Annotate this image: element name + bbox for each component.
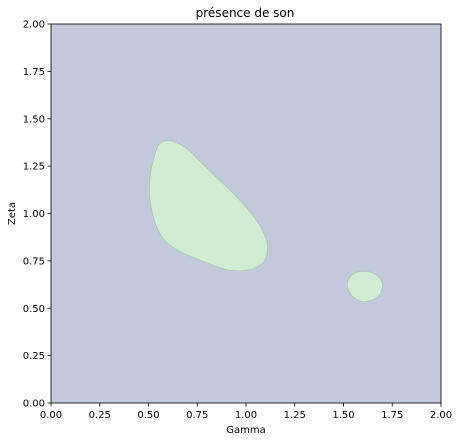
y-tick-label: 1.75	[23, 67, 45, 78]
x-tick-label: 1.25	[284, 410, 306, 421]
x-tick-label: 0.25	[89, 410, 111, 421]
x-tick-label: 0.50	[137, 410, 159, 421]
y-axis: 0.00 0.25 0.50 0.75 1.00 1.25 1.50 1.75 2.00	[23, 20, 51, 410]
x-axis: 0.00 0.25 0.50 0.75 1.00 1.25 1.50 1.75 2.00	[40, 403, 452, 421]
x-tick-label: 1.00	[235, 410, 257, 421]
y-tick-label: 2.00	[23, 20, 45, 31]
x-tick-label: 0.00	[40, 410, 62, 421]
y-tick-label: 1.25	[23, 162, 45, 173]
y-tick-label: 1.50	[23, 114, 45, 125]
contour-region-2	[346, 270, 383, 302]
y-tick-label: 0.50	[23, 304, 45, 315]
chart-title: présence de son	[196, 6, 295, 20]
y-axis-label: Zeta	[7, 202, 18, 225]
y-tick-label: 1.00	[23, 209, 45, 220]
x-tick-label: 1.75	[381, 410, 403, 421]
y-tick-label: 0.25	[23, 351, 45, 362]
contour-regions	[149, 140, 383, 302]
y-tick-label: 0.75	[23, 256, 45, 267]
x-tick-label: 2.00	[430, 410, 452, 421]
x-tick-label: 1.50	[332, 410, 354, 421]
x-axis-label: Gamma	[226, 425, 266, 436]
x-tick-label: 0.75	[186, 410, 208, 421]
contour-region-1	[149, 140, 268, 272]
y-tick-label: 0.00	[23, 399, 45, 410]
